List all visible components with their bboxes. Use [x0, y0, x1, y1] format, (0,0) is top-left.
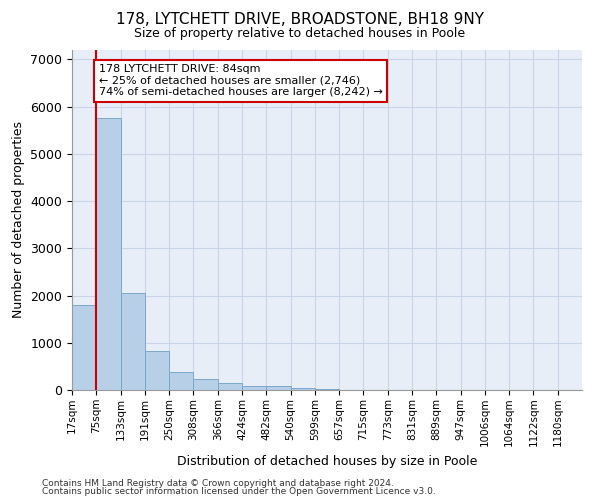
- Bar: [242, 386, 266, 390]
- Text: 178, LYTCHETT DRIVE, BROADSTONE, BH18 9NY: 178, LYTCHETT DRIVE, BROADSTONE, BH18 9N…: [116, 12, 484, 28]
- X-axis label: Distribution of detached houses by size in Poole: Distribution of detached houses by size …: [177, 454, 477, 468]
- Text: 178 LYTCHETT DRIVE: 84sqm
← 25% of detached houses are smaller (2,746)
74% of se: 178 LYTCHETT DRIVE: 84sqm ← 25% of detac…: [99, 64, 383, 98]
- Bar: [121, 292, 145, 390]
- Text: Size of property relative to detached houses in Poole: Size of property relative to detached ho…: [134, 28, 466, 40]
- Y-axis label: Number of detached properties: Number of detached properties: [12, 122, 25, 318]
- Bar: [193, 378, 218, 390]
- Text: Contains public sector information licensed under the Open Government Licence v3: Contains public sector information licen…: [42, 487, 436, 496]
- Bar: [72, 305, 96, 390]
- Bar: [266, 386, 290, 390]
- Bar: [218, 383, 242, 390]
- Bar: [96, 118, 121, 390]
- Text: Contains HM Land Registry data © Crown copyright and database right 2024.: Contains HM Land Registry data © Crown c…: [42, 478, 394, 488]
- Bar: [169, 372, 193, 390]
- Bar: [145, 352, 169, 390]
- Bar: [290, 388, 315, 390]
